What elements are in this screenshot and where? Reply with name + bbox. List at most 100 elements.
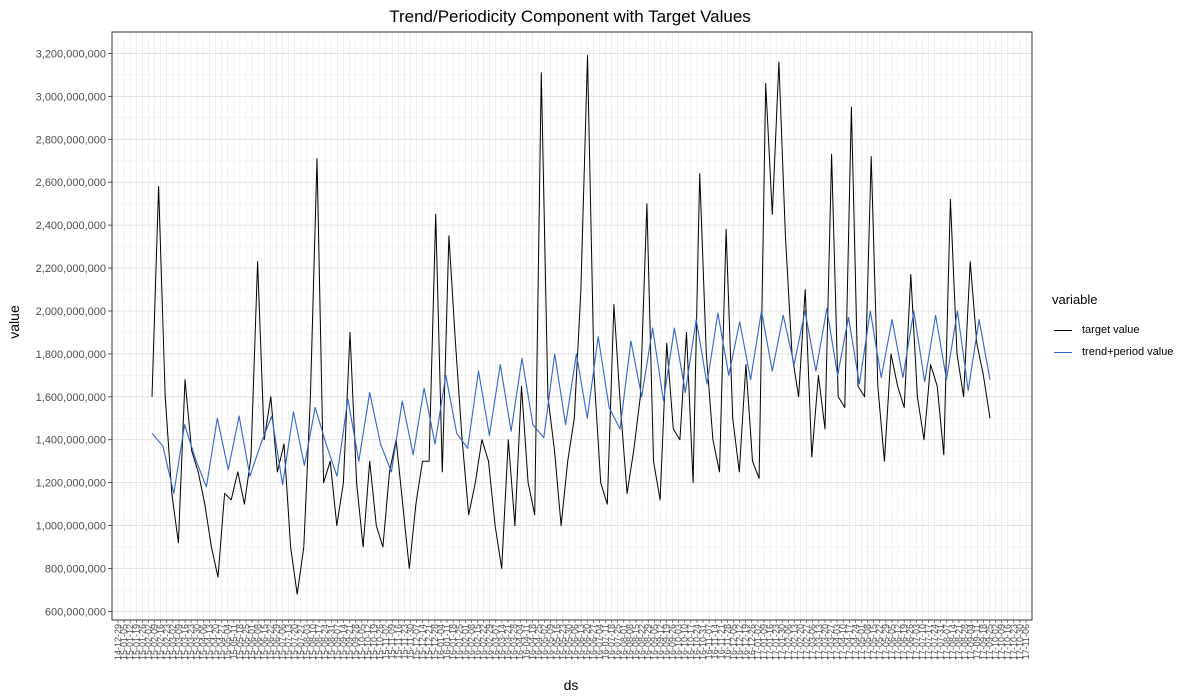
legend-label-target: target value: [1082, 324, 1140, 336]
x-tick-label: 15-10-12: [363, 624, 373, 660]
x-tick-label: 16-03-21: [503, 624, 513, 660]
x-tick-label: 15-12-28: [430, 624, 440, 660]
x-tick-label: 16-06-13: [576, 624, 586, 660]
legend-item-trend: trend+period value: [1052, 341, 1198, 363]
x-tick-label: 17-06-05: [887, 624, 897, 660]
x-tick-label: 17-05-22: [875, 624, 885, 660]
x-tick-label: 16-08-15: [631, 624, 641, 660]
x-tick-label: 17-03-06: [808, 624, 818, 660]
x-tick-label: 16-06-27: [588, 624, 598, 660]
x-tick-label: 17-07-31: [936, 624, 946, 660]
x-tick-label: 17-05-15: [869, 624, 879, 660]
x-tick-label: 17-01-16: [765, 624, 775, 660]
x-tick-label: 15-02-23: [162, 624, 172, 660]
legend-label-trend: trend+period value: [1082, 346, 1174, 358]
x-tick-label: 16-06-06: [570, 624, 580, 660]
x-tick-label: 16-09-05: [649, 624, 659, 660]
x-tick-label: 17-07-24: [930, 624, 940, 660]
series-trend-period-line: [151, 308, 991, 494]
x-tick-label: 15-04-06: [198, 624, 208, 660]
x-tick-label: 17-05-08: [863, 624, 873, 660]
x-tick-label: 16-07-04: [594, 624, 604, 660]
x-tick-label: 15-02-09: [150, 624, 160, 660]
x-tick-label: 16-02-01: [460, 624, 470, 660]
y-tick-label: 2,200,000,000: [36, 263, 106, 275]
x-tick-label: 16-10-31: [698, 624, 708, 660]
x-tick-label: 15-08-24: [320, 624, 330, 660]
x-tick-label: 17-08-28: [960, 624, 970, 660]
x-tick-label: 17-10-02: [991, 624, 1001, 660]
x-tick-label: 16-02-29: [485, 624, 495, 660]
legend: variable target value trend+period value: [1052, 292, 1198, 363]
x-tick-label: 16-12-26: [747, 624, 757, 660]
x-tick-label: 16-12-19: [741, 624, 751, 660]
x-tick-label: 15-02-16: [156, 624, 166, 660]
x-tick-label: 17-01-09: [759, 624, 769, 660]
x-tick-label: 17-02-13: [789, 624, 799, 660]
y-tick-label: 1,600,000,000: [36, 392, 106, 404]
x-tick-label: 16-05-09: [546, 624, 556, 660]
x-tick-label: 16-08-22: [637, 624, 647, 660]
x-tick-label: 14-12-29: [113, 624, 123, 660]
x-tick-label: 16-07-18: [607, 624, 617, 660]
x-tick-label: 17-03-27: [826, 624, 836, 660]
plot-panel: [112, 32, 1032, 620]
x-tick-label: 17-06-19: [899, 624, 909, 660]
x-tick-label: 17-04-17: [844, 624, 854, 660]
legend-key-target: [1052, 320, 1074, 340]
x-tick-label: 17-09-04: [966, 624, 976, 660]
x-tick-label: 15-12-21: [424, 624, 434, 660]
x-tick-label: 16-12-05: [728, 624, 738, 660]
x-tick-label: 16-03-28: [509, 624, 519, 660]
x-tick-label: 15-11-23: [399, 624, 409, 659]
x-tick-label: 16-11-14: [710, 624, 720, 659]
x-tick-label: 16-06-20: [582, 624, 592, 660]
y-tick-label: 2,000,000,000: [36, 306, 106, 318]
x-tick-label: 17-07-10: [917, 624, 927, 660]
x-tick-label: 15-12-07: [412, 624, 422, 660]
x-tick-label: 16-05-16: [552, 624, 562, 660]
x-tick-label: 16-05-23: [558, 624, 568, 660]
x-tick-label: 16-10-17: [686, 624, 696, 660]
x-tick-label: 16-05-02: [540, 624, 550, 660]
x-tick-label: 15-03-30: [192, 624, 202, 660]
x-tick-label: 15-11-09: [387, 624, 397, 659]
x-tick-label: 16-04-04: [515, 624, 525, 660]
x-tick-label: 16-08-29: [643, 624, 653, 660]
y-tick-label: 2,600,000,000: [36, 177, 106, 189]
x-tick-label: 15-06-29: [271, 624, 281, 660]
x-tick-label: 15-09-21: [345, 624, 355, 660]
x-tick-label: 15-01-19: [131, 624, 141, 660]
x-tick-label: 17-10-16: [1003, 624, 1013, 660]
chart-title: Trend/Periodicity Component with Target …: [389, 7, 751, 26]
x-tick-label: 16-04-25: [533, 624, 543, 660]
x-tick-label: 17-01-30: [777, 624, 787, 660]
y-tick-label: 1,400,000,000: [36, 435, 106, 447]
x-tick-label: 15-07-27: [296, 624, 306, 660]
x-tick-label: 15-11-16: [393, 624, 403, 659]
x-tick-label: 15-09-28: [351, 624, 361, 660]
x-tick-label: 17-08-07: [942, 624, 952, 660]
x-tick-label: 17-03-20: [820, 624, 830, 660]
x-tick-label: 16-11-21: [716, 624, 726, 659]
x-tick-label: 16-01-25: [454, 624, 464, 660]
x-tick-label: 17-04-03: [832, 624, 842, 660]
x-tick-label: 17-02-27: [802, 624, 812, 660]
x-tick-label: 15-03-16: [180, 624, 190, 660]
x-tick-label: 16-12-12: [735, 624, 745, 660]
x-tick-label: 15-01-05: [119, 624, 129, 660]
legend-item-target: target value: [1052, 319, 1198, 341]
x-tick-label: 17-06-12: [893, 624, 903, 660]
x-tick-label: 17-01-23: [771, 624, 781, 660]
x-tick-label: 16-07-11: [601, 624, 611, 659]
y-tick-label: 3,000,000,000: [36, 91, 106, 103]
x-tick-label: 17-04-24: [850, 624, 860, 660]
x-tick-label: 15-12-14: [418, 624, 428, 660]
x-tick-label: 15-04-20: [211, 624, 221, 660]
x-tick-label: 17-09-18: [978, 624, 988, 660]
x-tick-label: 15-02-02: [143, 624, 153, 660]
x-tick-label: 16-09-12: [655, 624, 665, 660]
y-tick-label: 800,000,000: [45, 563, 106, 575]
x-tick-label: 17-08-21: [954, 624, 964, 660]
